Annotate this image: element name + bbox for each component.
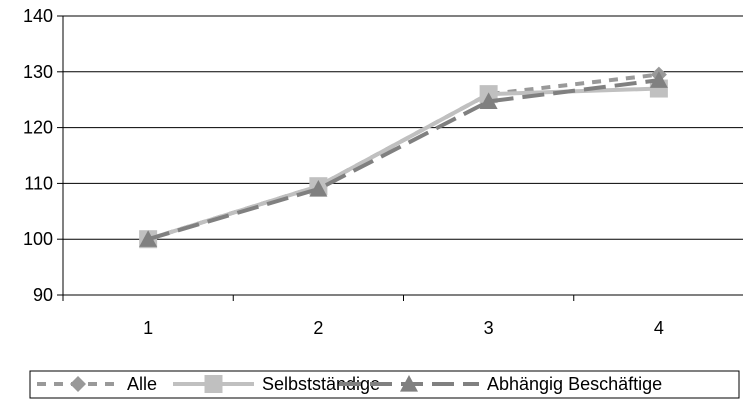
series-3-point-3 <box>479 92 498 110</box>
series-layer <box>139 66 668 249</box>
legend-label-1: Alle <box>127 374 157 394</box>
y-tick-label-140: 140 <box>23 6 53 26</box>
x-tick-label-2: 2 <box>313 318 323 338</box>
y-tick-labels: 90 100 110 120 130 140 <box>23 6 53 305</box>
series-3-point-2 <box>309 179 328 197</box>
axes <box>62 16 743 296</box>
legend: Alle Selbstständige Abhängig Beschäftige <box>29 370 740 399</box>
legend-box <box>29 370 740 399</box>
series-3 <box>139 71 668 247</box>
grid-lines <box>57 15 743 301</box>
x-tick-labels: 1 2 3 4 <box>143 318 664 338</box>
series-3-point-4 <box>649 71 668 88</box>
y-tick-label-100: 100 <box>23 229 53 249</box>
legend-marker-1 <box>70 376 86 392</box>
series-2 <box>139 79 668 249</box>
y-tick-label-120: 120 <box>23 118 53 138</box>
legend-label-2: Selbstständige <box>262 374 380 394</box>
series-3-point-1 <box>139 230 158 247</box>
series-line-3 <box>147 78 660 242</box>
legend-label-3: Abhängig Beschäftige <box>487 374 662 394</box>
legend-marker-3 <box>400 375 418 392</box>
y-tick-label-130: 130 <box>23 62 53 82</box>
x-tick-label-4: 4 <box>654 318 664 338</box>
x-tick-label-1: 1 <box>143 318 153 338</box>
y-tick-label-90: 90 <box>33 285 53 305</box>
legend-marker-2 <box>204 375 223 393</box>
y-tick-label-110: 110 <box>24 173 53 193</box>
x-tick-label-3: 3 <box>484 318 494 338</box>
